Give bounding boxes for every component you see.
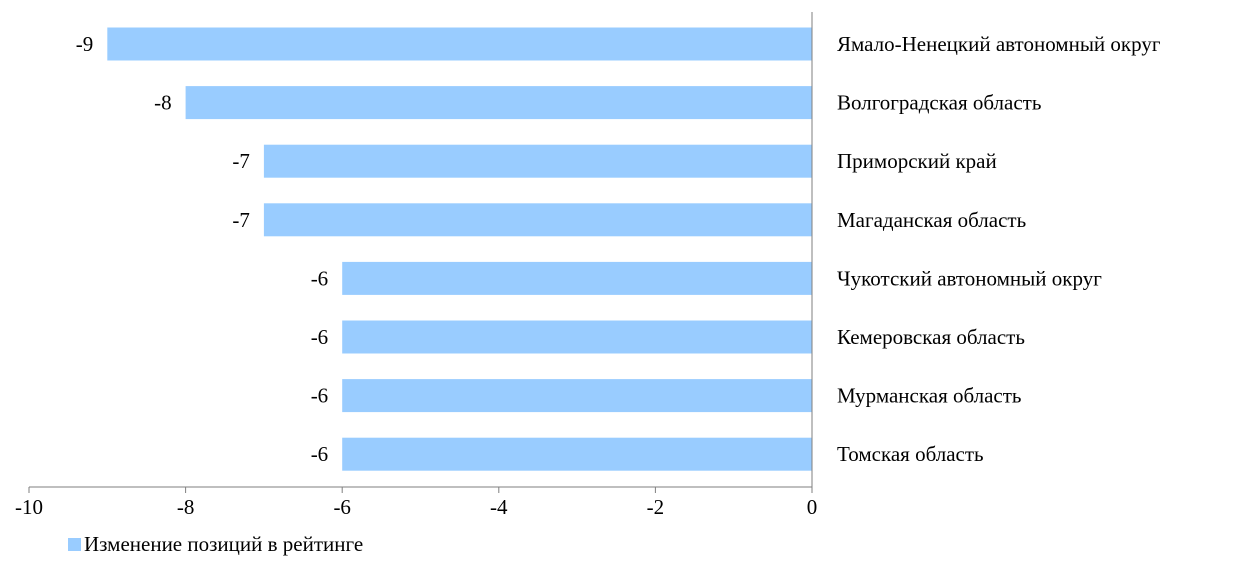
x-tick-label: -8	[177, 495, 195, 519]
x-tick-label: -10	[15, 495, 43, 519]
bar	[263, 203, 812, 237]
bar	[342, 261, 812, 295]
data-label: -6	[311, 384, 329, 408]
category-label: Томская область	[837, 442, 984, 466]
data-label: -8	[154, 91, 172, 115]
data-label: -9	[76, 32, 94, 56]
chart-legend: Изменение позиций в рейтинге	[68, 531, 364, 556]
category-label: Чукотский автономный округ	[837, 266, 1102, 290]
x-tick-label: -6	[333, 495, 351, 519]
data-label: -6	[311, 325, 329, 349]
data-label: -6	[311, 442, 329, 466]
bar	[342, 379, 812, 413]
category-label: Ямало-Ненецкий автономный округ	[837, 32, 1161, 56]
bar	[342, 437, 812, 471]
data-label: -6	[311, 266, 329, 290]
category-label: Мурманская область	[837, 384, 1022, 408]
category-label: Волгоградская область	[837, 91, 1041, 115]
category-label: Кемеровская область	[837, 325, 1025, 349]
data-label: -7	[232, 149, 250, 173]
bar	[107, 27, 813, 61]
x-tick-label: 0	[807, 495, 818, 519]
x-tick-label: -4	[490, 495, 508, 519]
bar	[342, 320, 812, 354]
category-label: Магаданская область	[837, 208, 1026, 232]
legend-label: Изменение позиций в рейтинге	[84, 531, 364, 556]
bar	[185, 86, 813, 120]
category-label: Приморский край	[837, 149, 997, 173]
data-label: -7	[232, 208, 250, 232]
legend-swatch	[68, 537, 81, 551]
x-tick-label: -2	[647, 495, 665, 519]
bar	[263, 144, 812, 178]
